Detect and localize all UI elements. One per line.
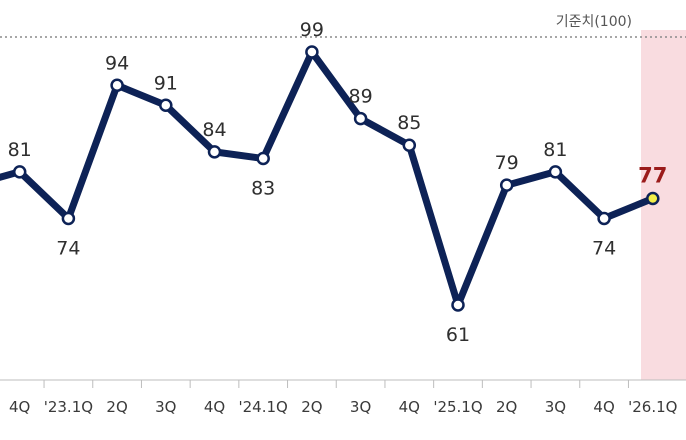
value-label: 84 — [202, 119, 226, 141]
value-label: 85 — [397, 112, 421, 134]
reference-label: 기준치(100) — [556, 14, 632, 30]
value-label: 74 — [56, 237, 80, 259]
x-tick-label: 3Q — [155, 398, 176, 416]
data-point — [12, 165, 27, 179]
data-point — [548, 165, 563, 179]
x-tick-label: 4Q — [204, 398, 225, 416]
value-label: 89 — [349, 86, 373, 108]
data-point — [499, 178, 514, 192]
x-tick-label: 2Q — [106, 398, 127, 416]
data-point — [402, 138, 417, 152]
value-labels: 81 74 94 91 84 83 99 89 85 61 79 81 74 77 — [8, 19, 668, 346]
x-tick-label: 4Q — [593, 398, 614, 416]
x-tick-label: 4Q — [9, 398, 30, 416]
value-label: 79 — [495, 152, 519, 174]
data-point — [110, 78, 124, 93]
data-point — [159, 98, 173, 113]
x-tick-label: 3Q — [350, 398, 371, 416]
data-point — [61, 211, 76, 226]
x-tick-label: '24.1Q — [239, 398, 288, 416]
highlight-data-point — [646, 191, 660, 206]
data-point — [451, 298, 465, 312]
x-tick-label: 3Q — [545, 398, 566, 416]
value-label: 61 — [446, 324, 470, 346]
data-point — [305, 45, 319, 59]
data-point — [207, 145, 222, 159]
x-axis-ticks — [43, 380, 629, 388]
value-label: 81 — [543, 139, 567, 161]
x-tick-label: 2Q — [496, 398, 517, 416]
data-point — [256, 151, 270, 166]
x-axis-labels: 4Q '23.1Q 2Q 3Q 4Q '24.1Q 2Q 3Q 4Q '25.1Q 2Q 3Q 4Q '2… — [9, 398, 677, 416]
x-tick-label: '26.1Q — [628, 398, 677, 416]
x-tick-label: 2Q — [301, 398, 322, 416]
data-point — [597, 211, 611, 226]
data-points — [12, 45, 660, 312]
value-label: 81 — [8, 139, 32, 161]
value-label: 83 — [251, 178, 275, 200]
value-label: 99 — [300, 19, 324, 41]
value-label: 91 — [154, 72, 178, 94]
x-tick-label: '23.1Q — [44, 398, 93, 416]
value-label: 74 — [592, 237, 616, 259]
x-tick-label: 4Q — [399, 398, 420, 416]
x-tick-label: '25.1Q — [433, 398, 482, 416]
highlight-band — [641, 30, 686, 380]
value-label: 94 — [105, 52, 129, 74]
data-point — [353, 111, 368, 126]
highlight-value-label: 77 — [638, 163, 667, 187]
